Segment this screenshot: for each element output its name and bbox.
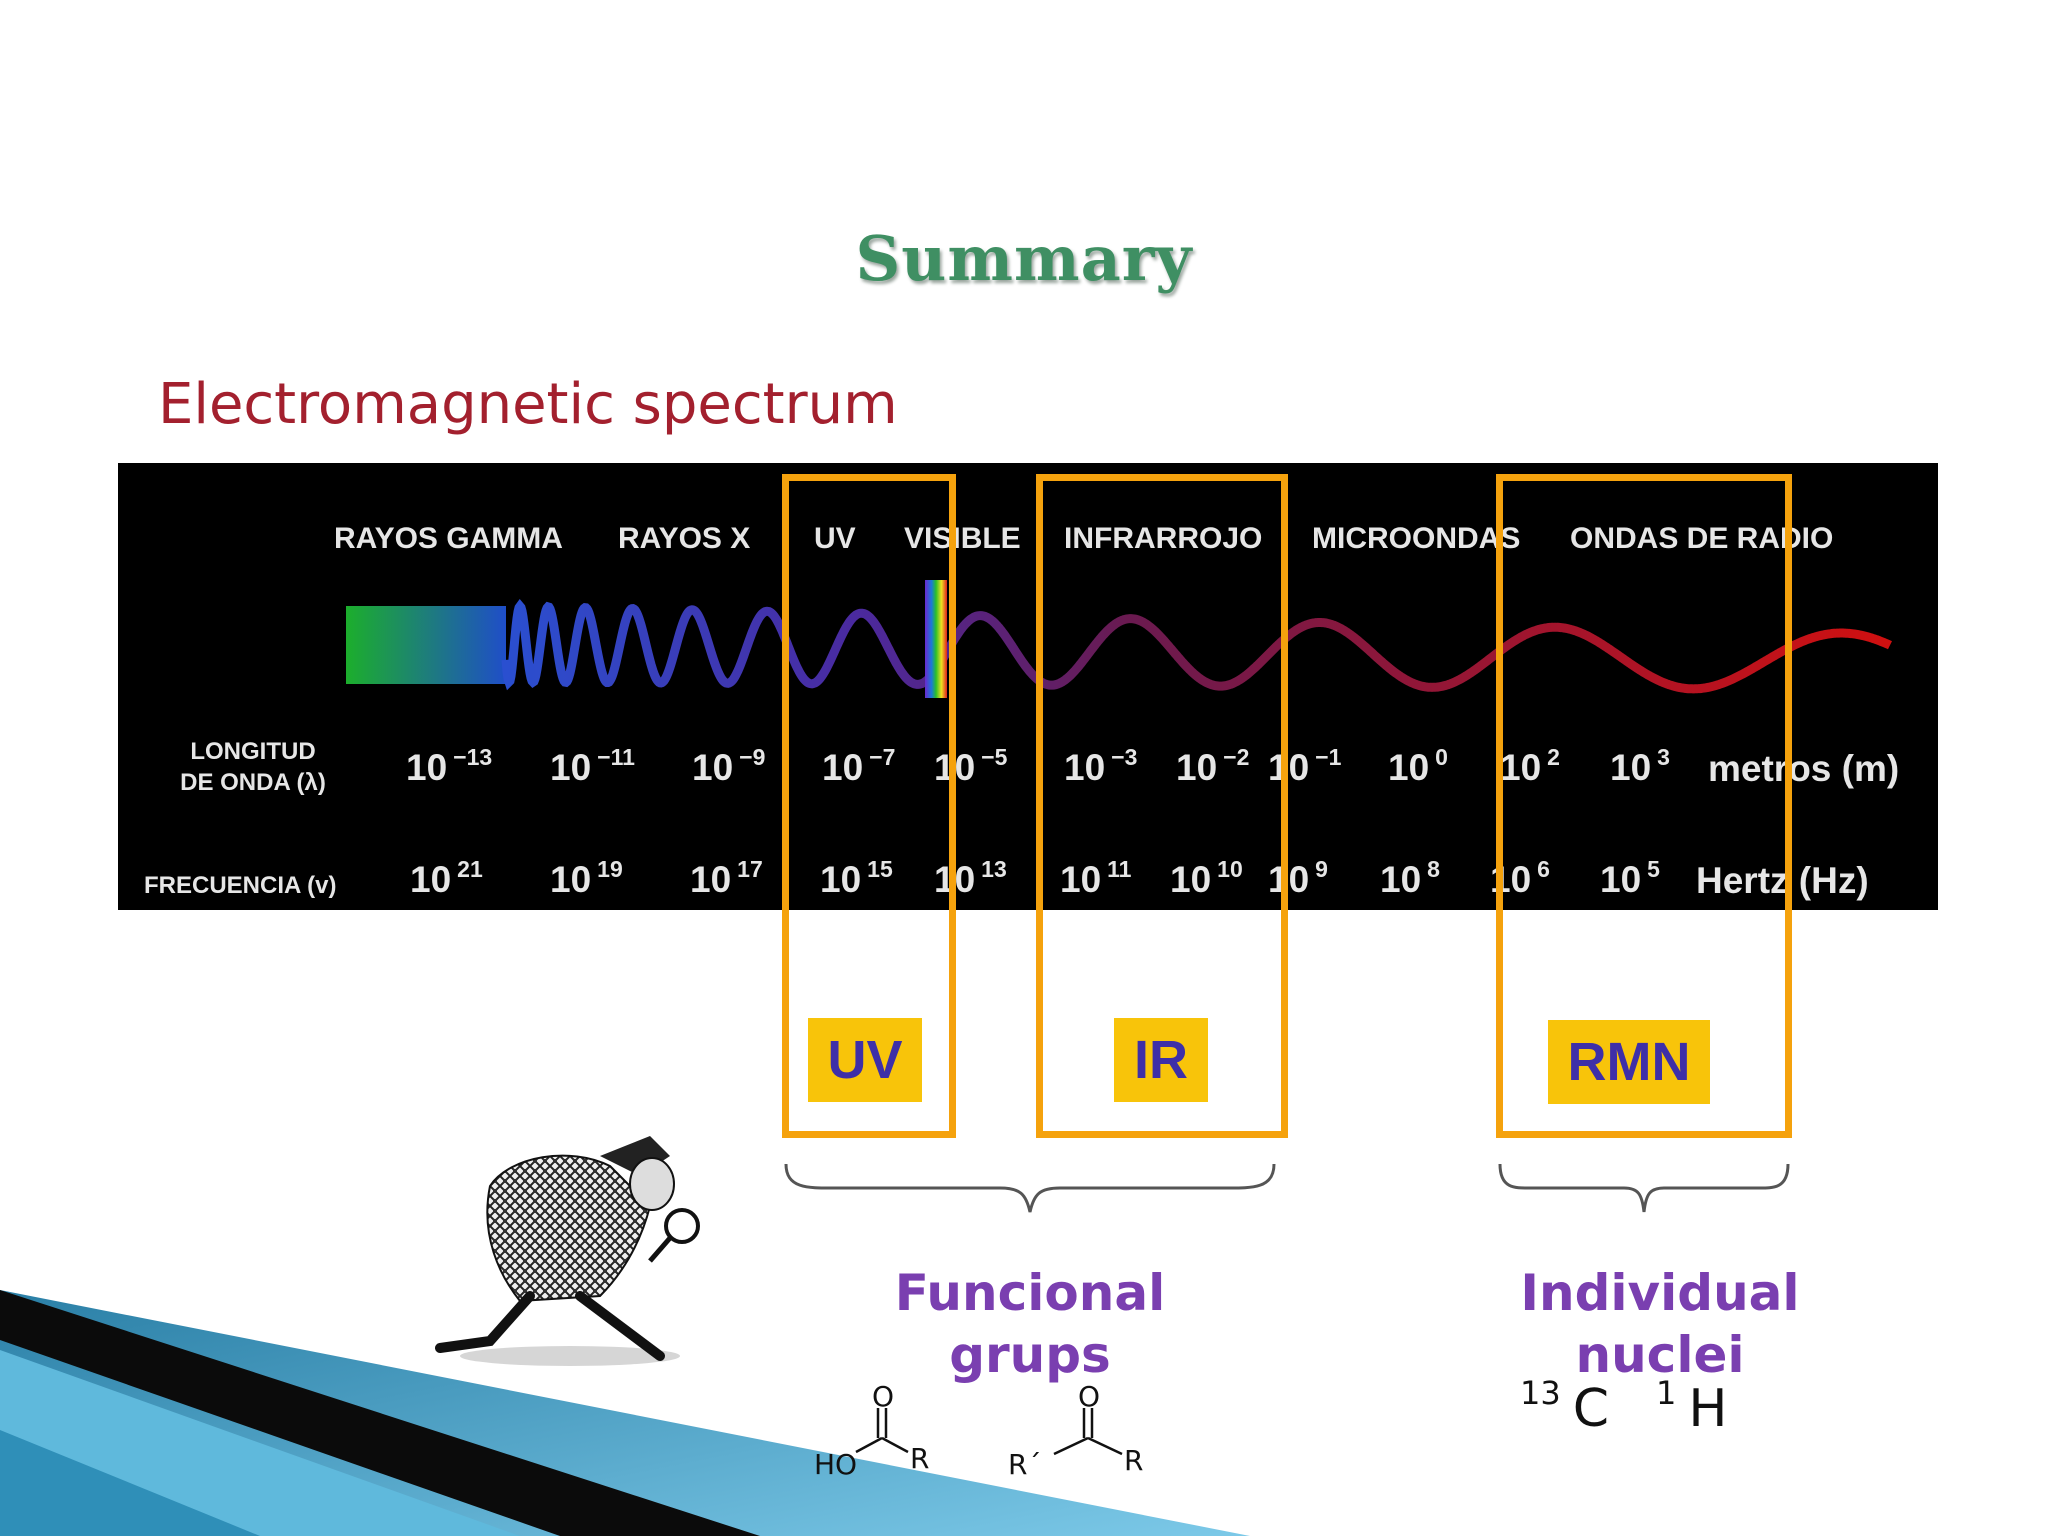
wave-curve — [501, 598, 1893, 694]
detective-illustration — [435, 1136, 700, 1366]
wavelength-value: 10 −2 — [1176, 744, 1250, 788]
frequency-value: 10 8 — [1380, 856, 1440, 900]
ketone-r-prime-label: R´ — [1008, 1448, 1041, 1480]
wavelength-label-line1: LONGITUD — [190, 738, 316, 765]
band-gamma: RAYOS GAMMA — [334, 522, 563, 555]
frequency-value: 10 5 — [1600, 856, 1660, 900]
spectrum-panel — [118, 463, 1938, 910]
individual-nuclei-line2: nuclei — [1575, 1326, 1745, 1384]
frequency-value: 10 15 — [820, 856, 893, 900]
band-uv: UV — [814, 522, 856, 555]
ketone-structure: O R´ R — [1008, 1380, 1143, 1480]
frequency-value: 10 19 — [550, 856, 623, 900]
ketone-r-label: R — [1124, 1444, 1143, 1477]
frequency-value: 10 17 — [690, 856, 763, 900]
band-visible: VISIBLE — [904, 522, 1021, 555]
functional-groups-line2: grups — [949, 1326, 1111, 1384]
acid-hydroxyl-label: HO — [814, 1448, 857, 1480]
acid-r-label: R — [910, 1442, 929, 1475]
functional-groups-caption: Funcional grups — [840, 1262, 1220, 1386]
ketone-oxygen-label: O — [1078, 1380, 1100, 1413]
rmn-highlight-box — [1496, 474, 1792, 1138]
wavelength-value: 10 −1 — [1268, 744, 1342, 788]
wavelength-label: LONGITUD DE ONDA (λ) — [160, 736, 346, 798]
carboxylic-acid-structure: O HO R — [814, 1380, 929, 1480]
nucleus-carbon-13: 13 C — [1520, 1374, 1610, 1439]
acid-oxygen-label: O — [872, 1380, 894, 1413]
frequency-unit: Hertz (Hz) — [1696, 860, 1869, 901]
slide-title: Summary — [855, 222, 1193, 295]
frequency-value: 10 10 — [1170, 856, 1243, 900]
ir-technique-label: IR — [1114, 1018, 1208, 1102]
frequency-value: 10 9 — [1268, 856, 1328, 900]
band-microwave: MICROONDAS — [1312, 522, 1521, 555]
section-subtitle: Electromagnetic spectrum — [158, 372, 898, 437]
rmn-technique-label: RMN — [1548, 1020, 1710, 1104]
wavelength-value: 10 3 — [1610, 744, 1670, 788]
wavelength-value: 10 −7 — [822, 744, 896, 788]
nuclei-brace — [1498, 1163, 1790, 1213]
individual-nuclei-line1: Individual — [1520, 1264, 1800, 1322]
wavelength-value: 10 −11 — [550, 744, 635, 788]
individual-nuclei-caption: Individual nuclei — [1490, 1262, 1830, 1386]
wavelength-value: 10 −9 — [692, 744, 766, 788]
band-infrared: INFRARROJO — [1064, 522, 1263, 555]
frequency-value: 10 21 — [410, 856, 483, 900]
wavelength-value: 10 −13 — [406, 744, 493, 788]
frequency-label: FRECUENCIA (v) — [144, 872, 337, 899]
wavelength-value: 10 2 — [1500, 744, 1560, 788]
band-xray: RAYOS X — [618, 522, 751, 555]
wavelength-label-line2: DE ONDA (λ) — [180, 769, 326, 796]
ir-highlight-box — [1036, 474, 1288, 1138]
uv-technique-label: UV — [808, 1018, 922, 1102]
wavelength-unit: metros (m) — [1708, 748, 1900, 789]
functional-groups-line1: Funcional — [894, 1264, 1166, 1322]
uv-highlight-box — [782, 474, 956, 1138]
frequency-value: 10 11 — [1060, 856, 1132, 900]
corner-swoosh — [0, 1290, 1250, 1536]
wavelength-value: 10 −3 — [1064, 744, 1138, 788]
functional-groups-brace — [784, 1163, 1276, 1213]
spectrum-wave — [346, 580, 1893, 698]
wavelength-value: 10 0 — [1388, 744, 1448, 788]
